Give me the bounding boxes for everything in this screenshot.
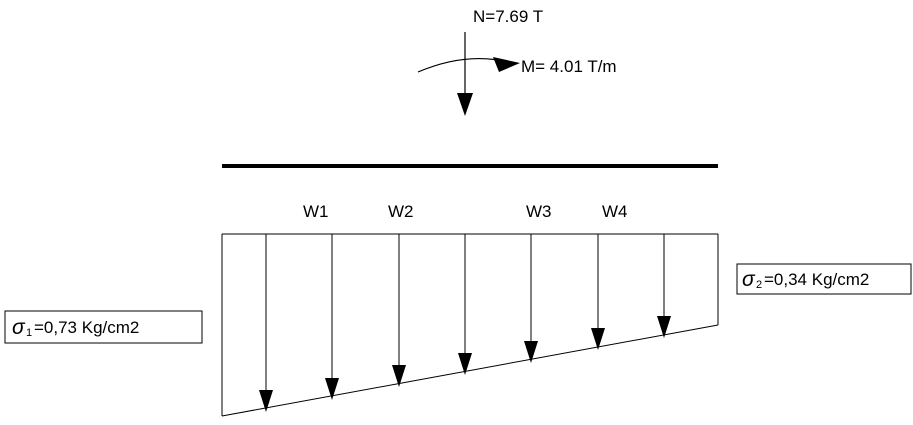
stress-left-value: =0,73 Kg/cm2 — [34, 318, 139, 337]
stress-right-subscript: 2 — [756, 279, 762, 291]
stress-box-right: σ 2 =0,34 Kg/cm2 — [736, 263, 912, 295]
pressure-arrowhead-3 — [392, 365, 406, 387]
pressure-arrowhead-6 — [591, 328, 605, 350]
moment-arrowhead — [493, 57, 520, 72]
axial-load-arrowhead — [457, 93, 473, 116]
axial-load-label: N=7.69 T — [473, 7, 543, 26]
pressure-arrowhead-2 — [325, 378, 339, 400]
stress-left-subscript: 1 — [26, 327, 32, 339]
pressure-arrowhead-5 — [524, 341, 538, 363]
pressure-arrowhead-4 — [458, 353, 472, 375]
pressure-slope-line — [221, 324, 719, 417]
weight-label-w2: W2 — [388, 202, 414, 221]
pressure-arrows — [259, 234, 671, 412]
pressure-arrowhead-7 — [657, 316, 671, 338]
weight-label-w3: W3 — [526, 202, 552, 221]
pressure-arrowhead-1 — [259, 390, 273, 412]
stress-box-left: σ 1 =0,73 Kg/cm2 — [4, 310, 203, 344]
moment-label: M= 4.01 T/m — [521, 57, 617, 76]
stress-right-symbol: σ — [742, 268, 756, 291]
stress-right-value: =0,34 Kg/cm2 — [764, 270, 869, 289]
weight-label-w4: W4 — [602, 202, 628, 221]
weight-label-w1: W1 — [303, 202, 329, 221]
stress-left-symbol: σ — [12, 316, 26, 339]
